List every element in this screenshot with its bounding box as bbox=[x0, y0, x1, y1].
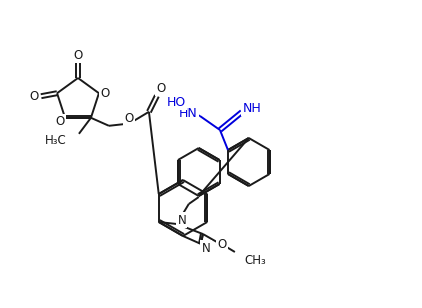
Text: O: O bbox=[30, 90, 39, 103]
Text: O: O bbox=[217, 237, 227, 250]
Text: N: N bbox=[202, 241, 211, 254]
Text: H₃C: H₃C bbox=[45, 134, 67, 147]
Text: HN: HN bbox=[179, 107, 197, 120]
Text: O: O bbox=[124, 112, 133, 125]
Text: O: O bbox=[73, 48, 83, 62]
Text: NH: NH bbox=[243, 102, 261, 115]
Text: CH₃: CH₃ bbox=[244, 253, 266, 266]
Text: N: N bbox=[177, 213, 186, 226]
Text: O: O bbox=[100, 87, 110, 100]
Text: HO: HO bbox=[166, 95, 186, 108]
Text: O: O bbox=[55, 115, 65, 128]
Text: O: O bbox=[156, 82, 165, 95]
